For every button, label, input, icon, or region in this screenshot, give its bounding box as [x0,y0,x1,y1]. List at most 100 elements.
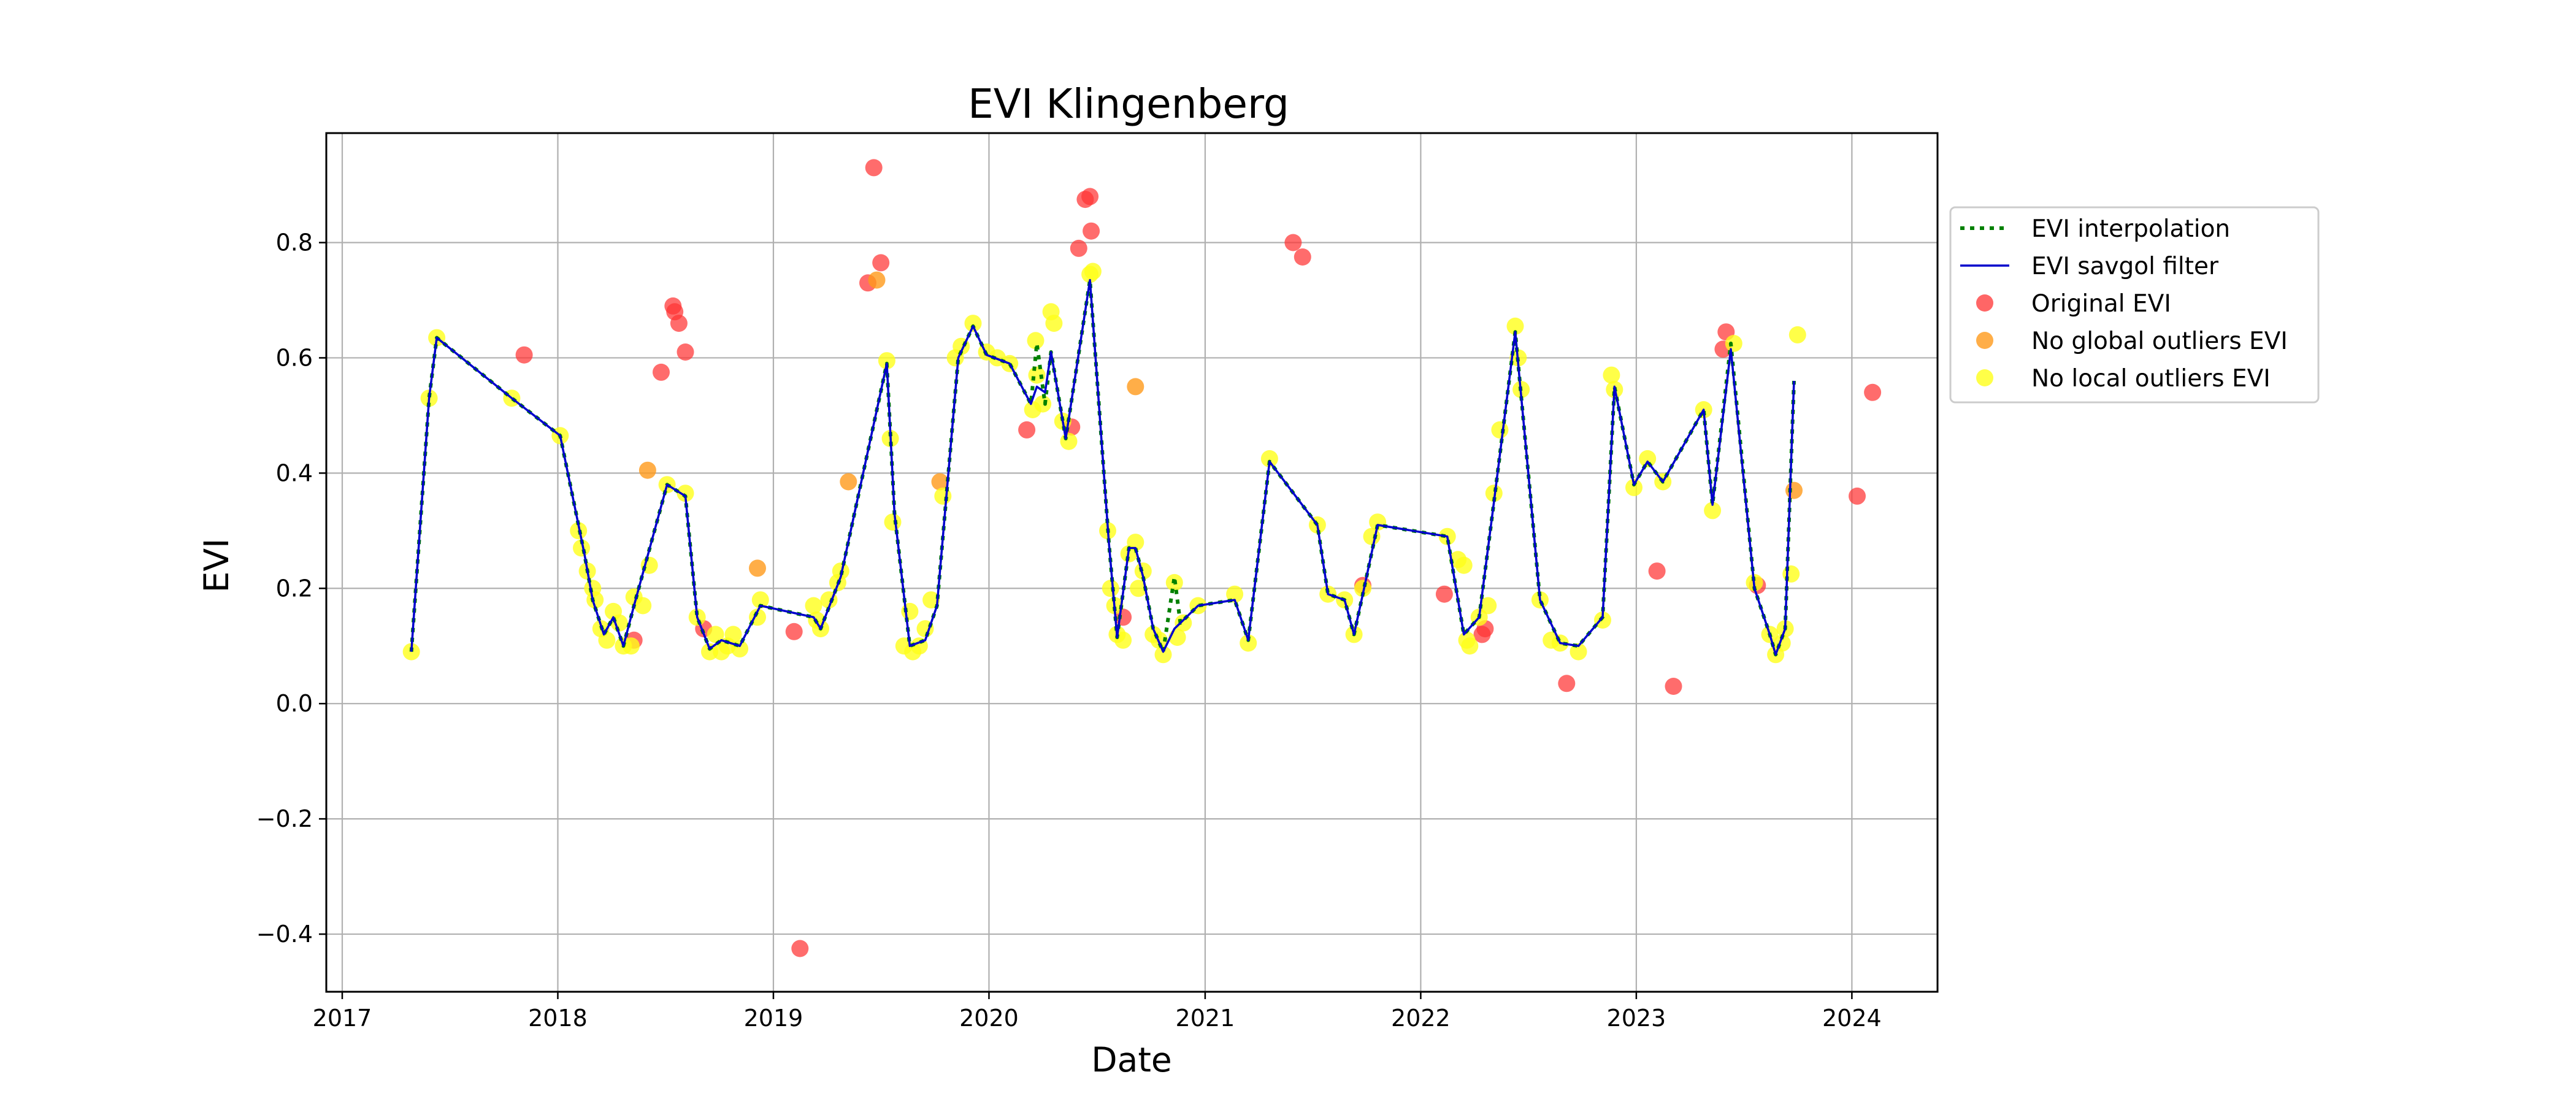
evi-savgol-line [410,278,1795,656]
local-outlier-free-point [751,591,769,609]
local-outlier-free-point [1127,534,1144,551]
axis-ticks: 2017 2018 2019 2020 2021 2022 2023 2024 −0.4 −0.2… [256,229,1882,1032]
original-evi-point [1018,421,1036,439]
local-outlier-free-point [1034,395,1052,413]
legend: EVI interpolation EVI savgol filter Orig… [1949,206,2320,404]
plot-frame [325,132,1939,993]
original-evi-point [1284,234,1302,251]
local-outlier-free-point [1240,634,1257,652]
original-evi-point [1665,678,1682,695]
legend-global-swatch [1976,332,1993,349]
local-outlier-free-point [1461,637,1479,655]
local-outlier-free-point [1130,580,1148,597]
y-tick-label: −0.2 [256,805,313,832]
original-evi-point [1849,487,1866,505]
legend-local-swatch [1976,369,1993,386]
global-outlier-free-point [749,559,766,577]
local-outlier-free-point [1060,432,1078,450]
y-tick-label: 0.6 [276,344,313,371]
x-tick-label: 2017 [313,1005,372,1032]
original-evi-point [1294,248,1311,266]
legend-global-label: No global outliers EVI [2031,328,2288,355]
local-outlier-free-point [1226,585,1244,603]
legend-interpolation-label: EVI interpolation [2031,215,2230,243]
local-outlier-free-point [1102,580,1119,597]
local-outlier-free-point [1570,643,1587,661]
original-evi-point [670,315,688,332]
local-outlier-free-point [1045,315,1063,332]
global-outlier-free-point [931,473,949,491]
local-outlier-free-point [805,597,822,615]
x-tick-label: 2024 [1822,1005,1882,1032]
x-tick-label: 2020 [959,1005,1019,1032]
local-outlier-free-point [1491,421,1509,439]
global-outlier-free-point [1127,378,1144,396]
legend-savgol-label: EVI savgol filter [2031,253,2219,280]
local-outlier-free-point [964,315,982,332]
x-tick-label: 2022 [1391,1005,1451,1032]
local-outlier-free-point [1154,646,1172,664]
original-evi-point [1864,383,1882,401]
local-outlier-free-point [1134,562,1152,580]
local-outlier-free-point [1485,485,1503,502]
local-outlier-free-point [1084,263,1102,280]
x-tick-label: 2018 [528,1005,588,1032]
local-outlier-free-point [1704,502,1722,519]
y-tick-label: 0.8 [276,229,313,256]
original-evi-point [791,940,809,957]
y-tick-label: 0.2 [276,575,313,602]
local-outlier-free-point [1506,317,1524,335]
local-outlier-free-point [1594,611,1611,629]
local-outlier-free-point [901,602,919,620]
global-outlier-free-point [868,271,886,289]
x-axis-label: Date [1091,1040,1171,1079]
local-outlier-free-point [1175,614,1192,632]
local-outlier-free-point [878,352,895,370]
original-evi-point [1083,222,1100,240]
local-outlier-free-point [586,591,604,609]
global-outlier-free-point [840,473,857,491]
local-outlier-free-point [1625,478,1643,496]
local-outlier-free-point [1725,335,1742,352]
local-outlier-free-point [1639,450,1657,467]
local-outlier-free-point [1354,580,1371,597]
original-evi-point [515,346,533,364]
original-evi-point [785,623,803,640]
x-tick-label: 2023 [1607,1005,1666,1032]
legend-box [1949,206,2320,404]
local-outlier-free-point [884,513,902,531]
local-outlier-free-point [622,637,640,655]
global-outlier-free-point [638,461,656,479]
local-outlier-free-point [1027,332,1045,350]
legend-original-swatch [1976,294,1993,312]
local-outlier-free-point [1603,366,1620,384]
original-evi-point [872,254,890,272]
y-tick-label: 0.4 [276,459,313,486]
original-evi-point [653,363,670,381]
y-tick-label: 0.0 [276,690,313,717]
original-evi-point [1558,675,1576,692]
local-outlier-free-point [1455,556,1473,574]
y-tick-label: −0.4 [256,921,313,948]
original-evi-point [1435,585,1453,603]
global-outlier-free-point [1785,481,1803,499]
original-evi-point [1081,188,1099,205]
local-outlier-free-point [707,626,724,643]
local-outlier-free-point [677,485,694,502]
local-outlier-free-point [1788,326,1806,343]
plot-series [402,159,1882,957]
local-outlier-free-point [724,626,742,643]
local-outlier-free-point [1782,565,1800,583]
legend-original-label: Original EVI [2031,290,2171,318]
x-tick-label: 2021 [1176,1005,1235,1032]
local-outlier-free-point [934,487,952,505]
local-outlier-free-point [1479,597,1497,615]
local-outlier-free-point [701,643,718,661]
chart-title: EVI Klingenberg [968,80,1289,128]
original-evi-point [677,343,694,361]
original-evi-point [865,159,883,177]
original-evi-point [1070,239,1087,257]
local-outlier-free-point [598,631,616,649]
